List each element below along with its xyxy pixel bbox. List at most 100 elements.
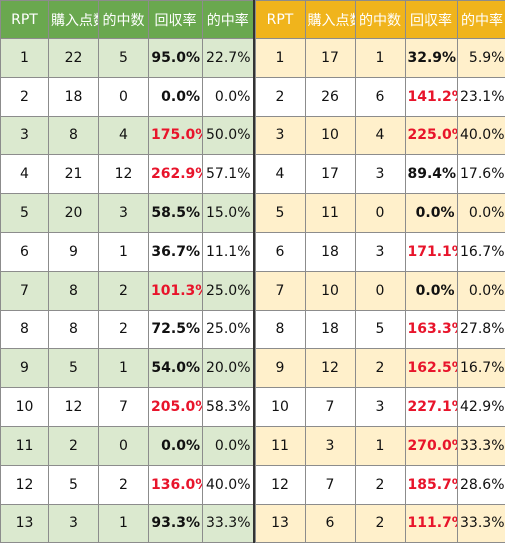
cell-buy-count: 7 (305, 388, 355, 427)
cell-rpt: 3 (255, 116, 305, 155)
cell-rpt: 10 (1, 388, 49, 427)
right-results-table: RPT 購入点数 的中数 回収率 的中率 117132.9%5.9%226614… (255, 0, 505, 543)
cell-hit-count: 5 (99, 39, 149, 78)
cell-recovery-rate: 270.0% (405, 426, 457, 465)
cell-recovery-rate: 89.4% (405, 155, 457, 194)
cell-hit-count: 2 (355, 349, 405, 388)
cell-buy-count: 9 (49, 232, 99, 271)
cell-hit-rate: 5.9% (457, 39, 505, 78)
cell-hit-rate: 16.7% (457, 232, 505, 271)
cell-hit-count: 12 (99, 155, 149, 194)
cell-recovery-rate: 95.0% (149, 39, 203, 78)
cell-rpt: 1 (255, 39, 305, 78)
cell-hit-count: 3 (355, 232, 405, 271)
cell-buy-count: 22 (49, 39, 99, 78)
header-hit-count: 的中数 (99, 1, 149, 39)
cell-buy-count: 12 (305, 349, 355, 388)
cell-buy-count: 2 (49, 426, 99, 465)
cell-hit-rate: 20.0% (203, 349, 254, 388)
cell-recovery-rate: 0.0% (149, 426, 203, 465)
cell-buy-count: 5 (49, 349, 99, 388)
cell-recovery-rate: 227.1% (405, 388, 457, 427)
cell-rpt: 13 (255, 504, 305, 543)
cell-rpt: 2 (255, 77, 305, 116)
cell-rpt: 7 (255, 271, 305, 310)
cell-hit-rate: 22.7% (203, 39, 254, 78)
cell-hit-count: 3 (99, 194, 149, 233)
cell-recovery-rate: 171.1% (405, 232, 457, 271)
cell-hit-rate: 40.0% (457, 116, 505, 155)
cell-hit-rate: 42.9% (457, 388, 505, 427)
cell-hit-rate: 28.6% (457, 465, 505, 504)
header-recovery-rate: 回収率 (149, 1, 203, 39)
cell-hit-count: 0 (355, 194, 405, 233)
cell-recovery-rate: 162.5% (405, 349, 457, 388)
cell-recovery-rate: 32.9% (405, 39, 457, 78)
cell-rpt: 4 (255, 155, 305, 194)
cell-hit-count: 6 (355, 77, 405, 116)
header-buy-count: 購入点数 (49, 1, 99, 39)
results-tables: RPT 購入点数 的中数 回収率 的中率 122595.0%22.7%21800… (0, 0, 505, 505)
cell-recovery-rate: 175.0% (149, 116, 203, 155)
cell-hit-count: 2 (99, 310, 149, 349)
cell-hit-count: 2 (99, 271, 149, 310)
cell-buy-count: 21 (49, 155, 99, 194)
cell-rpt: 8 (255, 310, 305, 349)
cell-hit-rate: 17.6% (457, 155, 505, 194)
cell-hit-rate: 25.0% (203, 310, 254, 349)
header-rpt: RPT (1, 1, 49, 39)
left-table-body: 122595.0%22.7%21800.0%0.0%384175.0%50.0%… (1, 39, 254, 543)
cell-buy-count: 7 (305, 465, 355, 504)
cell-hit-count: 3 (355, 155, 405, 194)
cell-hit-count: 1 (99, 504, 149, 543)
cell-rpt: 12 (255, 465, 305, 504)
cell-rpt: 12 (1, 465, 49, 504)
cell-hit-count: 1 (355, 426, 405, 465)
cell-hit-rate: 33.3% (457, 504, 505, 543)
header-hit-count: 的中数 (355, 1, 405, 39)
cell-buy-count: 6 (305, 504, 355, 543)
cell-hit-count: 0 (99, 426, 149, 465)
cell-buy-count: 26 (305, 77, 355, 116)
cell-hit-rate: 15.0% (203, 194, 254, 233)
cell-hit-count: 4 (355, 116, 405, 155)
cell-rpt: 9 (1, 349, 49, 388)
cell-buy-count: 11 (305, 194, 355, 233)
cell-rpt: 13 (1, 504, 49, 543)
cell-buy-count: 12 (49, 388, 99, 427)
cell-recovery-rate: 111.7% (405, 504, 457, 543)
cell-rpt: 10 (255, 388, 305, 427)
cell-buy-count: 20 (49, 194, 99, 233)
cell-buy-count: 18 (305, 232, 355, 271)
cell-buy-count: 3 (49, 504, 99, 543)
cell-rpt: 11 (1, 426, 49, 465)
cell-recovery-rate: 0.0% (405, 271, 457, 310)
cell-buy-count: 5 (49, 465, 99, 504)
cell-buy-count: 10 (305, 116, 355, 155)
right-header-row: RPT 購入点数 的中数 回収率 的中率 (255, 1, 505, 39)
cell-hit-count: 1 (355, 39, 405, 78)
header-rpt: RPT (255, 1, 305, 39)
header-hit-rate: 的中率 (457, 1, 505, 39)
cell-hit-count: 0 (355, 271, 405, 310)
cell-buy-count: 8 (49, 116, 99, 155)
cell-hit-count: 0 (99, 77, 149, 116)
cell-rpt: 8 (1, 310, 49, 349)
cell-hit-rate: 27.8% (457, 310, 505, 349)
cell-hit-rate: 0.0% (457, 271, 505, 310)
